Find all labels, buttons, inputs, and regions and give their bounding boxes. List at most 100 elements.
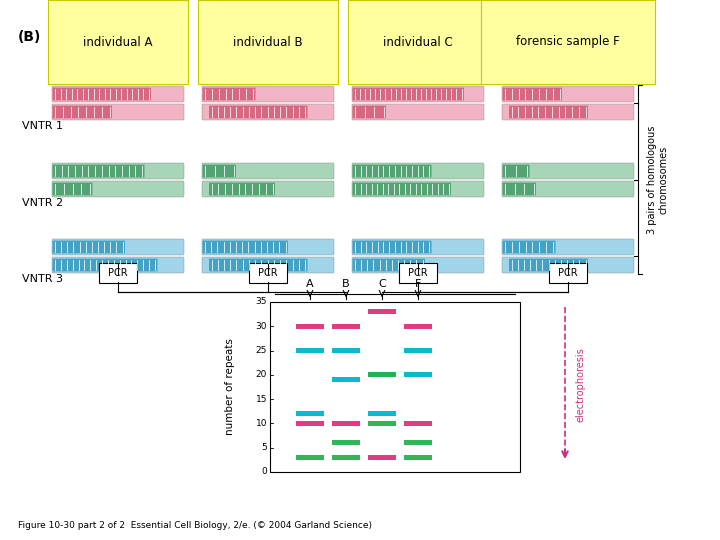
FancyBboxPatch shape <box>352 86 484 102</box>
Text: PCR: PCR <box>558 268 578 278</box>
FancyBboxPatch shape <box>209 259 307 272</box>
FancyBboxPatch shape <box>353 87 464 100</box>
Text: 0: 0 <box>261 468 267 476</box>
Text: VNTR 2: VNTR 2 <box>22 198 63 208</box>
Text: forensic sample F: forensic sample F <box>516 36 620 49</box>
Bar <box>270 302 520 472</box>
Bar <box>404 373 432 377</box>
FancyBboxPatch shape <box>353 259 425 272</box>
FancyBboxPatch shape <box>53 165 145 177</box>
FancyBboxPatch shape <box>352 257 484 273</box>
FancyBboxPatch shape <box>549 263 587 283</box>
Bar <box>368 373 396 377</box>
FancyBboxPatch shape <box>352 104 484 120</box>
Text: B: B <box>342 279 350 289</box>
FancyBboxPatch shape <box>502 257 634 273</box>
FancyBboxPatch shape <box>352 239 484 255</box>
Text: 30: 30 <box>256 322 267 331</box>
FancyBboxPatch shape <box>99 263 137 283</box>
Bar <box>368 373 396 377</box>
FancyBboxPatch shape <box>209 106 307 118</box>
Bar <box>296 411 324 416</box>
FancyBboxPatch shape <box>503 241 556 253</box>
FancyBboxPatch shape <box>249 263 287 283</box>
FancyBboxPatch shape <box>202 239 334 255</box>
Bar <box>368 421 396 426</box>
Bar <box>404 455 432 460</box>
Text: 10: 10 <box>256 419 267 428</box>
Text: 35: 35 <box>256 298 267 307</box>
Text: PCR: PCR <box>408 268 428 278</box>
FancyBboxPatch shape <box>202 181 334 197</box>
FancyBboxPatch shape <box>52 181 184 197</box>
FancyBboxPatch shape <box>509 259 588 272</box>
FancyBboxPatch shape <box>202 87 256 100</box>
Text: 20: 20 <box>256 370 267 380</box>
Text: F: F <box>415 279 421 289</box>
FancyBboxPatch shape <box>503 165 529 177</box>
FancyBboxPatch shape <box>53 183 92 195</box>
FancyBboxPatch shape <box>502 239 634 255</box>
Bar <box>404 324 432 329</box>
Bar <box>296 455 324 460</box>
FancyBboxPatch shape <box>209 183 275 195</box>
Bar <box>368 309 396 314</box>
Bar <box>296 324 324 329</box>
Bar <box>332 324 360 329</box>
Text: electrophoresis: electrophoresis <box>575 347 585 422</box>
Text: 3 pairs of homologous
chromosomes: 3 pairs of homologous chromosomes <box>647 125 669 234</box>
Bar <box>332 421 360 426</box>
FancyBboxPatch shape <box>509 106 588 118</box>
FancyBboxPatch shape <box>202 163 334 179</box>
FancyBboxPatch shape <box>353 106 386 118</box>
FancyBboxPatch shape <box>53 241 125 253</box>
Bar <box>368 455 396 460</box>
Bar <box>332 455 360 460</box>
FancyBboxPatch shape <box>52 86 184 102</box>
FancyBboxPatch shape <box>503 183 536 195</box>
Text: 15: 15 <box>256 395 267 403</box>
Text: number of repeats: number of repeats <box>225 339 235 435</box>
FancyBboxPatch shape <box>52 239 184 255</box>
FancyBboxPatch shape <box>202 165 236 177</box>
Text: C: C <box>378 279 386 289</box>
FancyBboxPatch shape <box>503 87 562 100</box>
FancyBboxPatch shape <box>202 104 334 120</box>
Text: Figure 10-30 part 2 of 2  Essential Cell Biology, 2/e. (© 2004 Garland Science): Figure 10-30 part 2 of 2 Essential Cell … <box>18 522 372 530</box>
FancyBboxPatch shape <box>399 263 437 283</box>
FancyBboxPatch shape <box>502 181 634 197</box>
FancyBboxPatch shape <box>353 183 451 195</box>
Bar <box>296 421 324 426</box>
FancyBboxPatch shape <box>502 104 634 120</box>
FancyBboxPatch shape <box>502 86 634 102</box>
FancyBboxPatch shape <box>202 86 334 102</box>
Bar <box>332 440 360 445</box>
Bar <box>404 440 432 445</box>
Text: A: A <box>306 279 314 289</box>
FancyBboxPatch shape <box>53 259 158 272</box>
Text: 5: 5 <box>261 443 267 452</box>
FancyBboxPatch shape <box>352 163 484 179</box>
Text: VNTR 3: VNTR 3 <box>22 274 63 284</box>
FancyBboxPatch shape <box>502 163 634 179</box>
FancyBboxPatch shape <box>52 163 184 179</box>
Bar <box>404 348 432 353</box>
Text: (B): (B) <box>18 30 41 44</box>
Text: PCR: PCR <box>108 268 128 278</box>
FancyBboxPatch shape <box>353 241 431 253</box>
Text: individual C: individual C <box>383 36 453 49</box>
Text: individual B: individual B <box>233 36 303 49</box>
FancyBboxPatch shape <box>53 106 112 118</box>
FancyBboxPatch shape <box>52 257 184 273</box>
Bar <box>332 377 360 382</box>
FancyBboxPatch shape <box>352 181 484 197</box>
FancyBboxPatch shape <box>202 241 288 253</box>
Bar <box>404 421 432 426</box>
Text: individual A: individual A <box>84 36 153 49</box>
FancyBboxPatch shape <box>353 165 431 177</box>
Bar <box>296 348 324 353</box>
Bar <box>332 348 360 353</box>
Text: PCR: PCR <box>258 268 278 278</box>
Text: 25: 25 <box>256 346 267 355</box>
FancyBboxPatch shape <box>53 87 151 100</box>
